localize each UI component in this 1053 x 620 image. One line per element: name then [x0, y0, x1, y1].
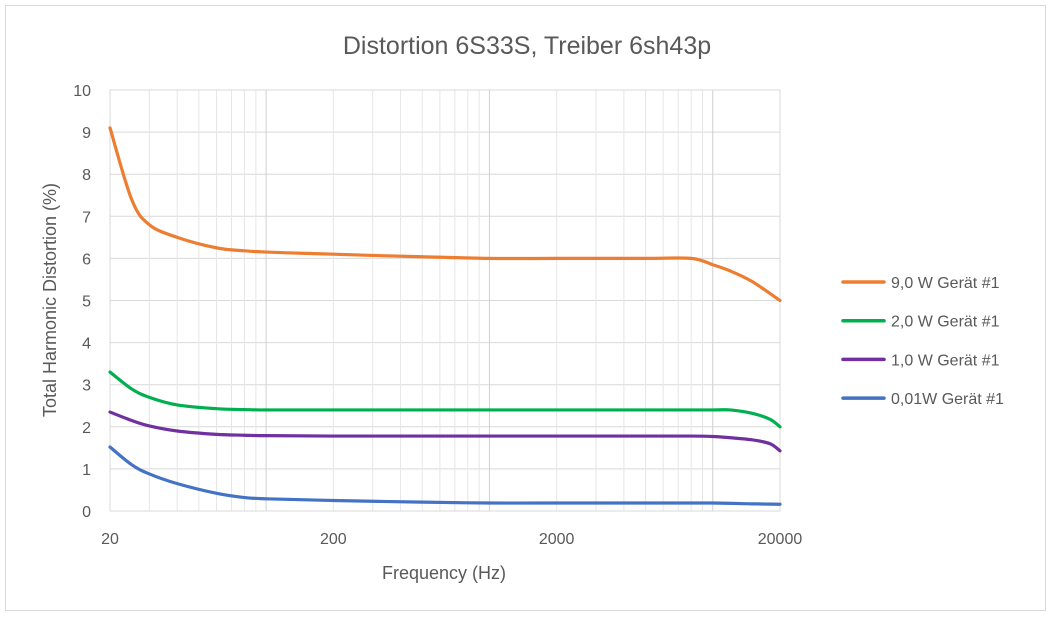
- x-tick-label: 200: [320, 531, 347, 548]
- x-tick-label: 20: [101, 531, 119, 548]
- legend-label: 0,01W Gerät #1: [891, 391, 1004, 408]
- legend-label: 9,0 W Gerät #1: [891, 275, 1000, 292]
- y-tick-label: 6: [82, 251, 91, 268]
- y-axis-ticks: 0 1 2 3 4 5 6 7 8 9 10: [73, 83, 91, 521]
- y-tick-label: 1: [82, 462, 91, 479]
- legend-label: 2,0 W Gerät #1: [891, 314, 1000, 331]
- chart-area: [5, 5, 1046, 611]
- y-tick-label: 5: [82, 294, 91, 311]
- y-tick-label: 4: [82, 336, 91, 353]
- x-axis-ticks: 20 200 2000 20000: [101, 531, 802, 548]
- series-line: [108, 445, 782, 506]
- y-tick-label: 8: [82, 167, 91, 184]
- chart-title: Distortion 6S33S, Treiber 6sh43p: [343, 32, 711, 60]
- series-line: [108, 126, 782, 303]
- series-line: [108, 370, 782, 429]
- y-tick-label: 2: [82, 420, 91, 437]
- x-axis-title: Frequency (Hz): [382, 563, 506, 583]
- legend: 9,0 W Gerät #1 2,0 W Gerät #1 1,0 W Gerät …: [841, 275, 1004, 408]
- series-line: [108, 410, 782, 453]
- x-tick-label: 20000: [758, 531, 803, 548]
- y-tick-label: 7: [82, 209, 91, 226]
- y-axis-title: Total Harmonic Distortion (%): [40, 183, 60, 417]
- grid: [109, 89, 781, 512]
- y-tick-label: 0: [82, 504, 91, 521]
- y-tick-label: 3: [82, 378, 91, 395]
- x-tick-label: 2000: [539, 531, 575, 548]
- y-tick-label: 9: [82, 125, 91, 142]
- legend-label: 1,0 W Gerät #1: [891, 352, 1000, 369]
- y-tick-label: 10: [73, 83, 91, 100]
- series-lines: [108, 126, 782, 506]
